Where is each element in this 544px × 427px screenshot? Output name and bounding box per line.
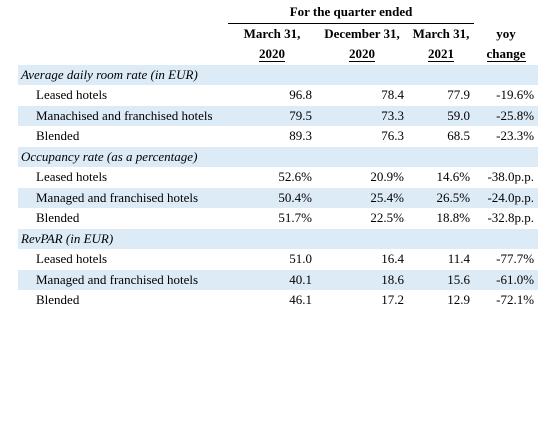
value-cell: 17.2 [381,292,404,307]
value-cell: -19.6% [496,87,535,102]
row-label: Blended [36,292,80,307]
column-header-cell: 2020 [316,44,408,65]
value-cell: 51.7% [278,210,312,225]
column-header-row: March 31, December 31, March 31, yoy [18,23,538,44]
value-cell: -38.0p.p. [487,169,535,184]
data-row: Blended 51.7% 22.5% 18.8% -32.8p.p. [18,208,538,229]
value-cell: 20.9% [370,169,404,184]
value-cell: 26.5% [408,187,475,208]
value-cell: 76.3 [381,128,404,143]
value-cell: 25.4% [316,187,408,208]
column-header: March 31, [412,25,470,41]
section-row: Average daily room rate (in EUR) [18,64,539,85]
blank-cell [18,44,228,65]
column-header: 2020 [259,46,285,62]
column-header-cell: yoy [474,23,538,44]
value-cell: 40.1 [228,269,316,290]
section-row: RevPAR (in EUR) [18,228,539,249]
data-row: Leased hotels 52.6% 20.9% 14.6% -38.0p.p. [18,167,538,188]
column-header: 2020 [349,46,375,62]
section-title: Occupancy rate (as a percentage) [18,146,539,167]
column-header-cell: 2021 [408,44,474,65]
value-cell: 22.5% [370,210,404,225]
column-header: yoy [496,25,516,41]
column-header-cell: March 31, [408,23,474,44]
column-header-cell: December 31, [316,23,408,44]
column-header-cell: change [474,44,538,65]
value-cell: 14.6% [436,169,471,184]
value-cell: -61.0% [474,269,539,290]
data-row: Blended 46.1 17.2 12.9 -72.1% [18,290,538,311]
value-cell: 18.8% [436,210,471,225]
value-cell: 89.3 [289,128,312,143]
data-row: Leased hotels 51.0 16.4 11.4 -77.7% [18,249,538,270]
value-cell: 59.0 [408,105,475,126]
value-cell: 16.4 [381,251,404,266]
section-title: RevPAR (in EUR) [18,228,539,249]
value-cell: 46.1 [289,292,312,307]
column-header: change [486,46,526,62]
data-row: Managed and franchised hotels 50.4% 25.4% 2… [18,187,539,208]
data-row: Managed and franchised hotels 40.1 18.6 15.… [18,269,539,290]
value-cell: 15.6 [408,269,475,290]
row-label: Blended [36,128,80,143]
column-header: March 31, [243,25,301,41]
blank-cell [18,23,228,44]
value-cell: -72.1% [496,292,535,307]
value-cell: -32.8p.p. [487,210,535,225]
value-cell: 12.9 [447,292,471,307]
value-cell: 11.4 [447,251,471,266]
row-label: Leased hotels [36,87,108,102]
section-row: Occupancy rate (as a percentage) [18,146,539,167]
table-body: For the quarter ended March 31, December … [18,2,539,311]
column-header: 2021 [428,46,455,62]
value-cell: 73.3 [316,105,408,126]
section-title: Average daily room rate (in EUR) [18,64,539,85]
value-cell: 77.9 [447,87,471,102]
value-cell: 96.8 [289,87,312,102]
value-cell: 50.4% [228,187,316,208]
data-row: Manachised and franchised hotels 79.5 73.3… [18,105,539,126]
column-header-cell: March 31, [228,23,316,44]
value-cell: 18.6 [316,269,408,290]
header-row: For the quarter ended [18,2,538,24]
header-title: For the quarter ended [228,2,475,24]
value-cell: -24.0p.p. [474,187,539,208]
value-cell: 79.5 [228,105,316,126]
value-cell: 51.0 [289,251,312,266]
row-label: Leased hotels [36,169,108,184]
value-cell: 78.4 [381,87,404,102]
row-label: Managed and franchised hotels [18,187,228,208]
value-cell: 68.5 [447,128,471,143]
column-header: December 31, [324,25,400,41]
financial-table: For the quarter ended March 31, December … [18,2,539,311]
data-row: Blended 89.3 76.3 68.5 -23.3% [18,126,538,147]
row-label: Managed and franchised hotels [18,269,228,290]
row-label: Manachised and franchised hotels [18,105,228,126]
value-cell: -23.3% [496,128,535,143]
data-row: Leased hotels 96.8 78.4 77.9 -19.6% [18,85,538,106]
row-label: Leased hotels [36,251,108,266]
value-cell: -25.8% [474,105,539,126]
value-cell: 52.6% [278,169,312,184]
row-label: Blended [36,210,80,225]
column-header-cell: 2020 [228,44,316,65]
column-header-row: 2020 2020 2021 change [18,44,538,65]
value-cell: -77.7% [496,251,535,266]
